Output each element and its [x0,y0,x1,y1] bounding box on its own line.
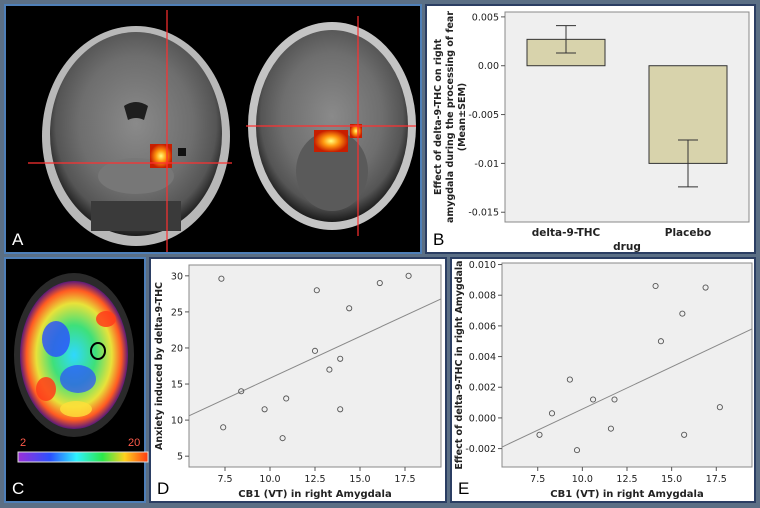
data-point-12 [376,279,383,287]
data-point-13 [405,272,412,279]
y-tick-label: -0.002 [465,444,496,455]
data-point-11 [702,284,709,291]
x-axis-label: CB1 (VT) in right Amygdala [238,489,391,500]
pet-map [14,273,149,463]
data-point-9 [337,406,344,413]
x-tick-label: 17.5 [394,474,415,485]
y-tick-label: 15 [171,380,183,391]
y-axis-label-line-0: Effect of delta-9-THC on right [433,39,444,195]
y-tick-label: 10 [171,416,183,427]
y-tick-label: 0.002 [469,383,496,394]
x-tick-label: 7.5 [217,474,232,485]
y-tick-label: -0.015 [468,208,499,219]
bar-chart: 0.005 0.00 -0.005 -0.01 -0.015 delta-9-THC Pla… [433,11,750,253]
data-point-4 [590,396,597,403]
coronal-slice [28,10,232,252]
panel-label-d: D [157,479,170,498]
x-tick-label: 10.0 [259,474,280,485]
y-tick-label: -0.005 [468,110,499,121]
data-point-7 [313,287,320,294]
plot-area [501,262,753,468]
y-tick-label: 0.00 [478,61,499,72]
x-tick-label: 7.5 [530,474,545,485]
panel-e-scatter: 0.010 0.008 0.006 0.004 0.002 0.000 -0.002 7.5 1… [450,257,756,503]
y-tick-label: 0.005 [472,12,499,23]
panel-label-a: A [12,230,24,249]
x-tick-label: 10.0 [572,474,593,485]
data-point-3 [261,406,268,413]
y-tick-label: 20 [171,343,183,354]
y-tick-label: 25 [171,307,183,318]
panel-a-mri: A [4,4,422,254]
x-tick-label: delta-9-THC [532,227,601,239]
panel-c-pet: 2 20 C [4,257,149,503]
panel-label-c: C [12,479,25,498]
x-tick-label: 15.0 [349,474,370,485]
x-axis-label: CB1 (VT) in right Amygdala [550,489,703,500]
colorbar [17,451,149,463]
data-point-3 [573,447,581,454]
data-point-10 [681,431,688,438]
data-point-8 [326,366,333,373]
panel-d-scatter: 30 25 20 15 10 5 7.5 10.0 12.5 15.0 17.5 CB1 (VT) i… [149,257,447,503]
y-axis-label: Anxiety induced by delta-9-THC [154,282,165,450]
x-axis-label: drug [613,241,641,253]
colorbar-min: 2 [20,437,27,449]
x-tick-label: 15.0 [661,474,682,485]
y-tick-label: 0.006 [469,321,496,332]
y-tick-label: 0.010 [469,260,496,271]
data-point-0 [536,431,543,438]
plot-area [188,264,442,468]
x-tick-label: 17.5 [706,474,727,485]
data-point-2 [566,376,573,383]
data-point-6 [311,347,319,354]
data-point-5 [283,395,290,402]
data-point-5 [607,425,614,432]
axial-slice [246,16,416,236]
y-tick-label: 0.004 [469,352,496,363]
colorbar-max: 20 [128,437,141,449]
data-point-10 [337,355,344,362]
panel-label-e: E [458,479,470,498]
panel-b-bar-chart: 0.005 0.00 -0.005 -0.01 -0.015 delta-9-THC Pla… [425,4,756,254]
mri-slices [28,10,416,252]
panel-label-b: B [433,230,445,249]
data-point-4 [279,435,286,442]
fit-line [188,298,442,417]
y-tick-label: -0.01 [474,159,499,170]
y-tick-label: 5 [177,452,183,463]
fit-line [501,328,753,448]
data-point-1 [548,410,556,417]
data-point-12 [716,404,723,411]
data-point-0 [218,275,225,282]
y-axis-label: Effect of delta-9-THC in right Amygdala [454,260,465,469]
data-point-1 [220,424,227,431]
data-point-9 [679,310,686,317]
y-axis-label-line-1: amygdala during the processing of fear [445,11,456,223]
data-point-6 [611,396,618,403]
x-tick-label: 12.5 [616,474,637,485]
y-tick-label: 30 [171,271,183,282]
x-tick-label: 12.5 [304,474,325,485]
x-tick-label: Placebo [665,227,711,239]
data-point-2 [238,388,245,395]
y-tick-label: 0.008 [469,291,496,302]
y-tick-label: 0.000 [469,413,496,424]
scatter-plot-effect: 0.010 0.008 0.006 0.004 0.002 0.000 -0.002 7.5 1… [454,260,753,500]
data-point-8 [657,338,664,345]
data-point-11 [346,305,353,312]
data-point-7 [652,282,659,290]
y-axis-label-line-2: (Mean±SEM) [457,83,468,152]
amygdala-roi-circle [90,342,106,360]
